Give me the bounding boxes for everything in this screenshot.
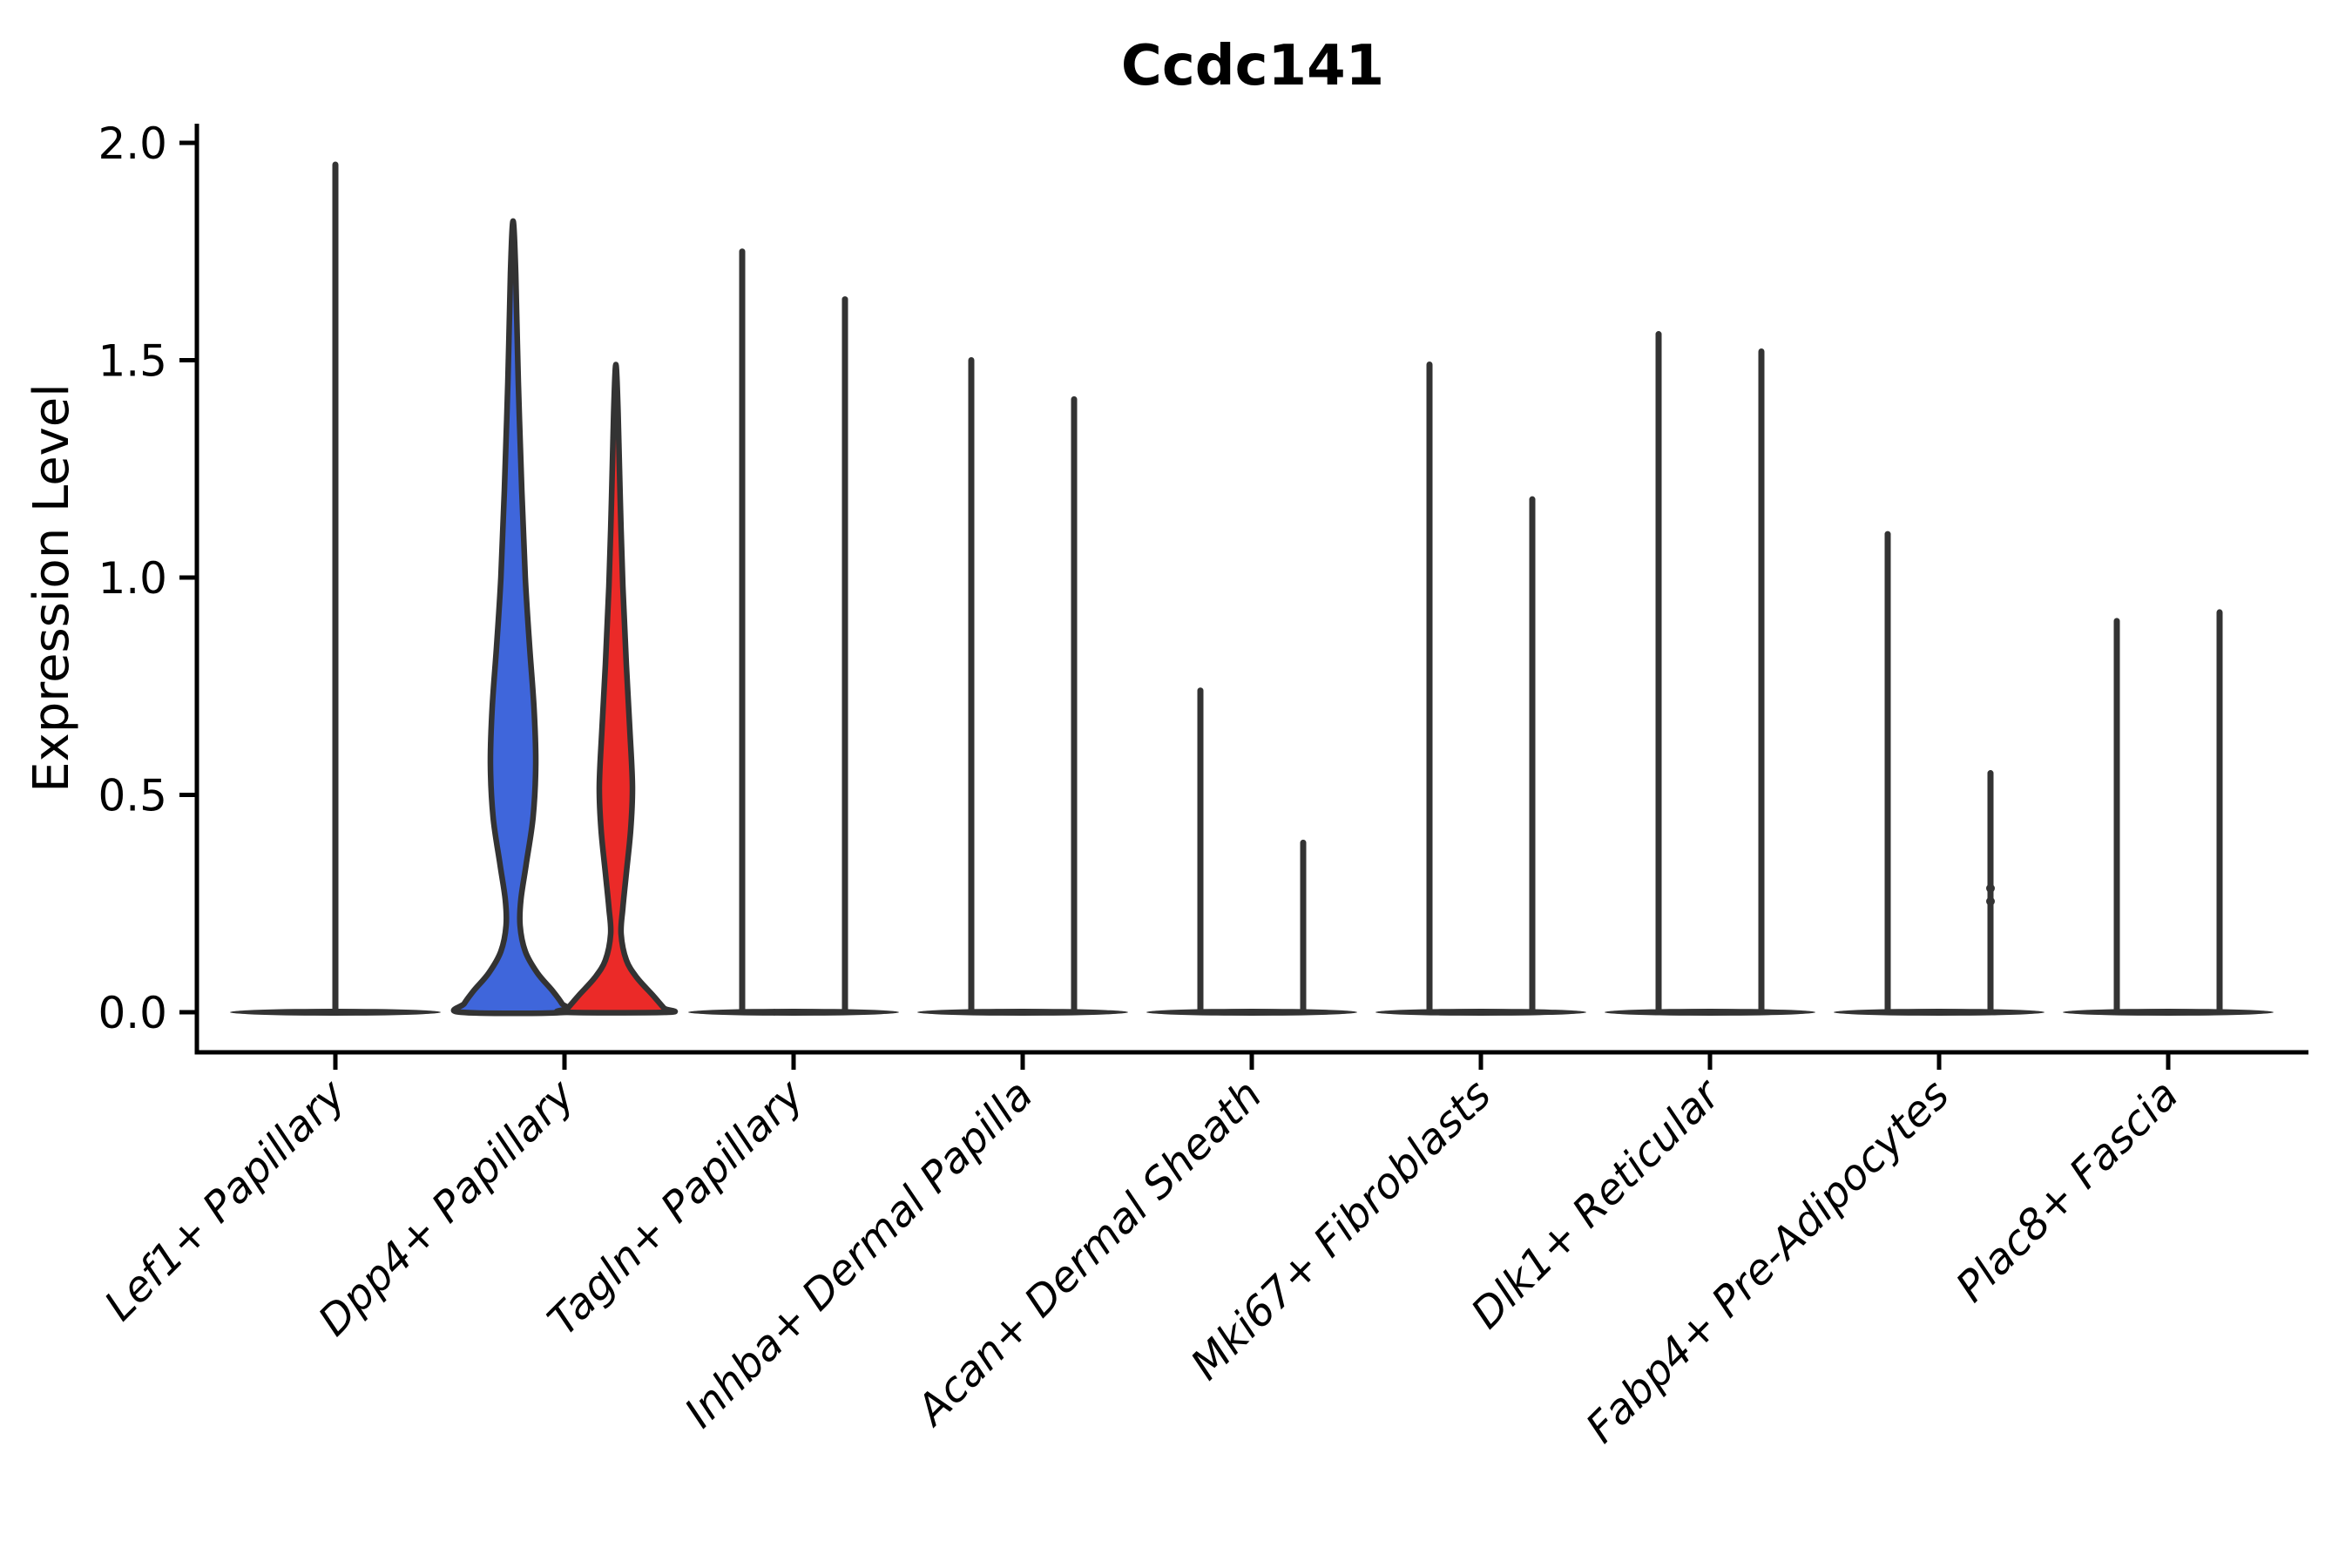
y-tick-label: 2.0 bbox=[98, 118, 167, 169]
x-tick-label: Dpp4+ Papillary bbox=[309, 1070, 585, 1345]
violin-fabp4-pre-adipocytes-right-knot bbox=[1986, 896, 1995, 906]
violin-dpp4-papillary-right bbox=[554, 362, 678, 1016]
y-axis-label: Expression Level bbox=[24, 383, 80, 793]
baseline-acan-dermal-sheath bbox=[1146, 1009, 1357, 1016]
baseline-fabp4-pre-adipocytes bbox=[1834, 1009, 2044, 1016]
axis-spines bbox=[194, 124, 2308, 1055]
chart-title: Ccdc141 bbox=[1121, 34, 1384, 98]
baseline-mki67-fibroblasts bbox=[1375, 1009, 1586, 1016]
x-tick-label: Plac8+ Fascia bbox=[1947, 1071, 2188, 1312]
y-tick-label: 1.0 bbox=[98, 553, 167, 604]
violin-fabp4-pre-adipocytes-right-knot bbox=[1986, 883, 1995, 893]
violin-dpp4-papillary-left bbox=[450, 218, 576, 1017]
x-tick-label: Dlk1+ Reticular bbox=[1462, 1069, 1732, 1339]
x-tick-label: Tagln+ Papillary bbox=[538, 1070, 814, 1345]
baseline-plac8-fascia bbox=[2063, 1009, 2274, 1016]
y-tick-label: 0.0 bbox=[98, 988, 167, 1038]
baseline-inhba-dermal-papilla bbox=[917, 1009, 1128, 1016]
y-tick-label: 0.5 bbox=[98, 771, 167, 821]
y-tick-label: 1.5 bbox=[98, 336, 167, 387]
x-tick-label: Lef1+ Papillary bbox=[95, 1070, 355, 1330]
x-tick-label: Fabp4+ Pre-Adipocytes bbox=[1577, 1071, 1959, 1453]
baseline-tagln-papillary bbox=[688, 1009, 899, 1016]
baseline-dlk1-reticular bbox=[1605, 1009, 1815, 1016]
